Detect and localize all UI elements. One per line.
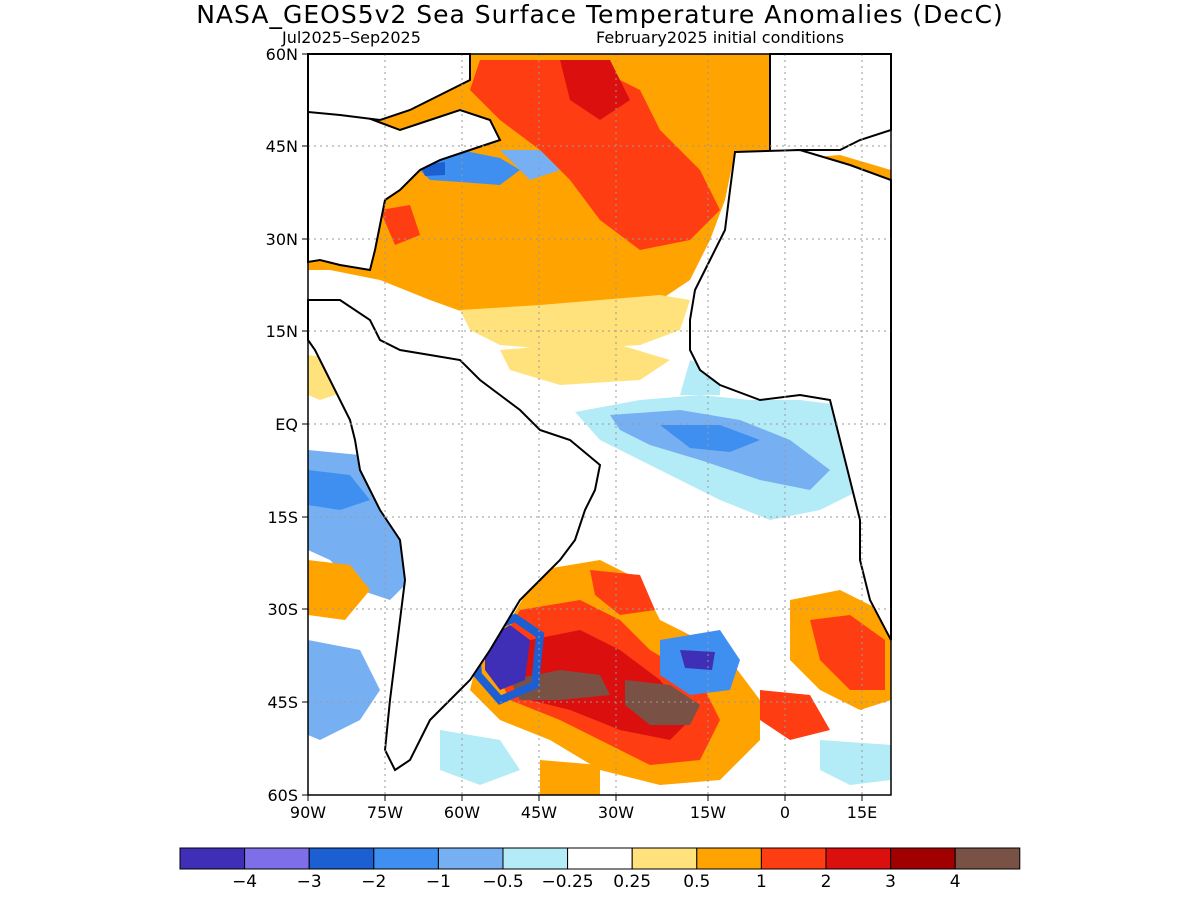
colorbar-box	[890, 847, 956, 870]
colorbar-box	[954, 847, 1021, 870]
colorbar-box	[825, 847, 892, 870]
colorbar-label: 2	[820, 872, 832, 892]
colorbar-label: 0.5	[683, 872, 711, 892]
colorbar-label: 0.25	[613, 872, 652, 892]
colorbar-box	[760, 847, 827, 870]
lat-label-15s: 15S	[267, 508, 298, 527]
lat-label-45s: 45S	[267, 693, 298, 712]
colorbar-box	[437, 847, 504, 870]
colorbar-label: −3	[296, 872, 322, 892]
colorbar-label: 3	[885, 872, 896, 892]
graticule	[308, 54, 891, 795]
lat-label-45n: 45N	[265, 137, 298, 156]
forecast-period: Jul2025–Sep2025	[282, 28, 421, 47]
colorbar-label: −1	[425, 872, 451, 892]
tropical-warm-band	[460, 295, 690, 350]
map-title: NASA_GEOS5v2 Sea Surface Temperature Ano…	[196, 0, 1004, 29]
colorbar-label: −2	[361, 872, 387, 892]
colorbar-box	[696, 847, 762, 870]
colorbar-label: 4	[949, 872, 961, 892]
lon-label-30w: 30W	[597, 803, 635, 822]
lon-label-75w: 75W	[366, 803, 404, 822]
lat-label-30s: 30S	[267, 600, 298, 619]
colorbar-label: 1	[755, 872, 767, 892]
lon-label-90w: 90W	[289, 803, 327, 822]
colorbar-box	[179, 847, 246, 870]
lat-label-30n: 30N	[265, 230, 298, 249]
colorbar-box	[308, 847, 375, 870]
south-america	[307, 299, 602, 772]
colorbar-label: −4	[232, 872, 258, 892]
lon-label-15e: 15E	[846, 803, 878, 822]
lat-label-60s: 60S	[267, 786, 298, 805]
lon-label-0: 0	[779, 803, 791, 822]
lat-label-15n: 15N	[265, 322, 298, 341]
lon-label-45w: 45W	[520, 803, 558, 822]
colorbar-label: −0.25	[541, 872, 594, 892]
canada	[307, 53, 471, 122]
colorbar-box	[502, 847, 569, 870]
north-america	[307, 108, 502, 272]
lat-label-eq: EQ	[275, 415, 298, 434]
colorbar-label: −0.5	[482, 872, 524, 892]
axis-ticks	[302, 53, 863, 801]
colorbar-box	[567, 847, 633, 870]
colorbar-box	[373, 847, 439, 870]
land-masses	[307, 53, 892, 772]
initial-conditions: February2025 initial conditions	[596, 28, 845, 47]
colorbar-box	[631, 847, 698, 870]
lon-label-15w: 15W	[689, 803, 727, 822]
lat-label-60n: 60N	[265, 45, 298, 64]
lon-label-60w: 60W	[443, 803, 481, 822]
colorbar-box	[244, 847, 310, 870]
